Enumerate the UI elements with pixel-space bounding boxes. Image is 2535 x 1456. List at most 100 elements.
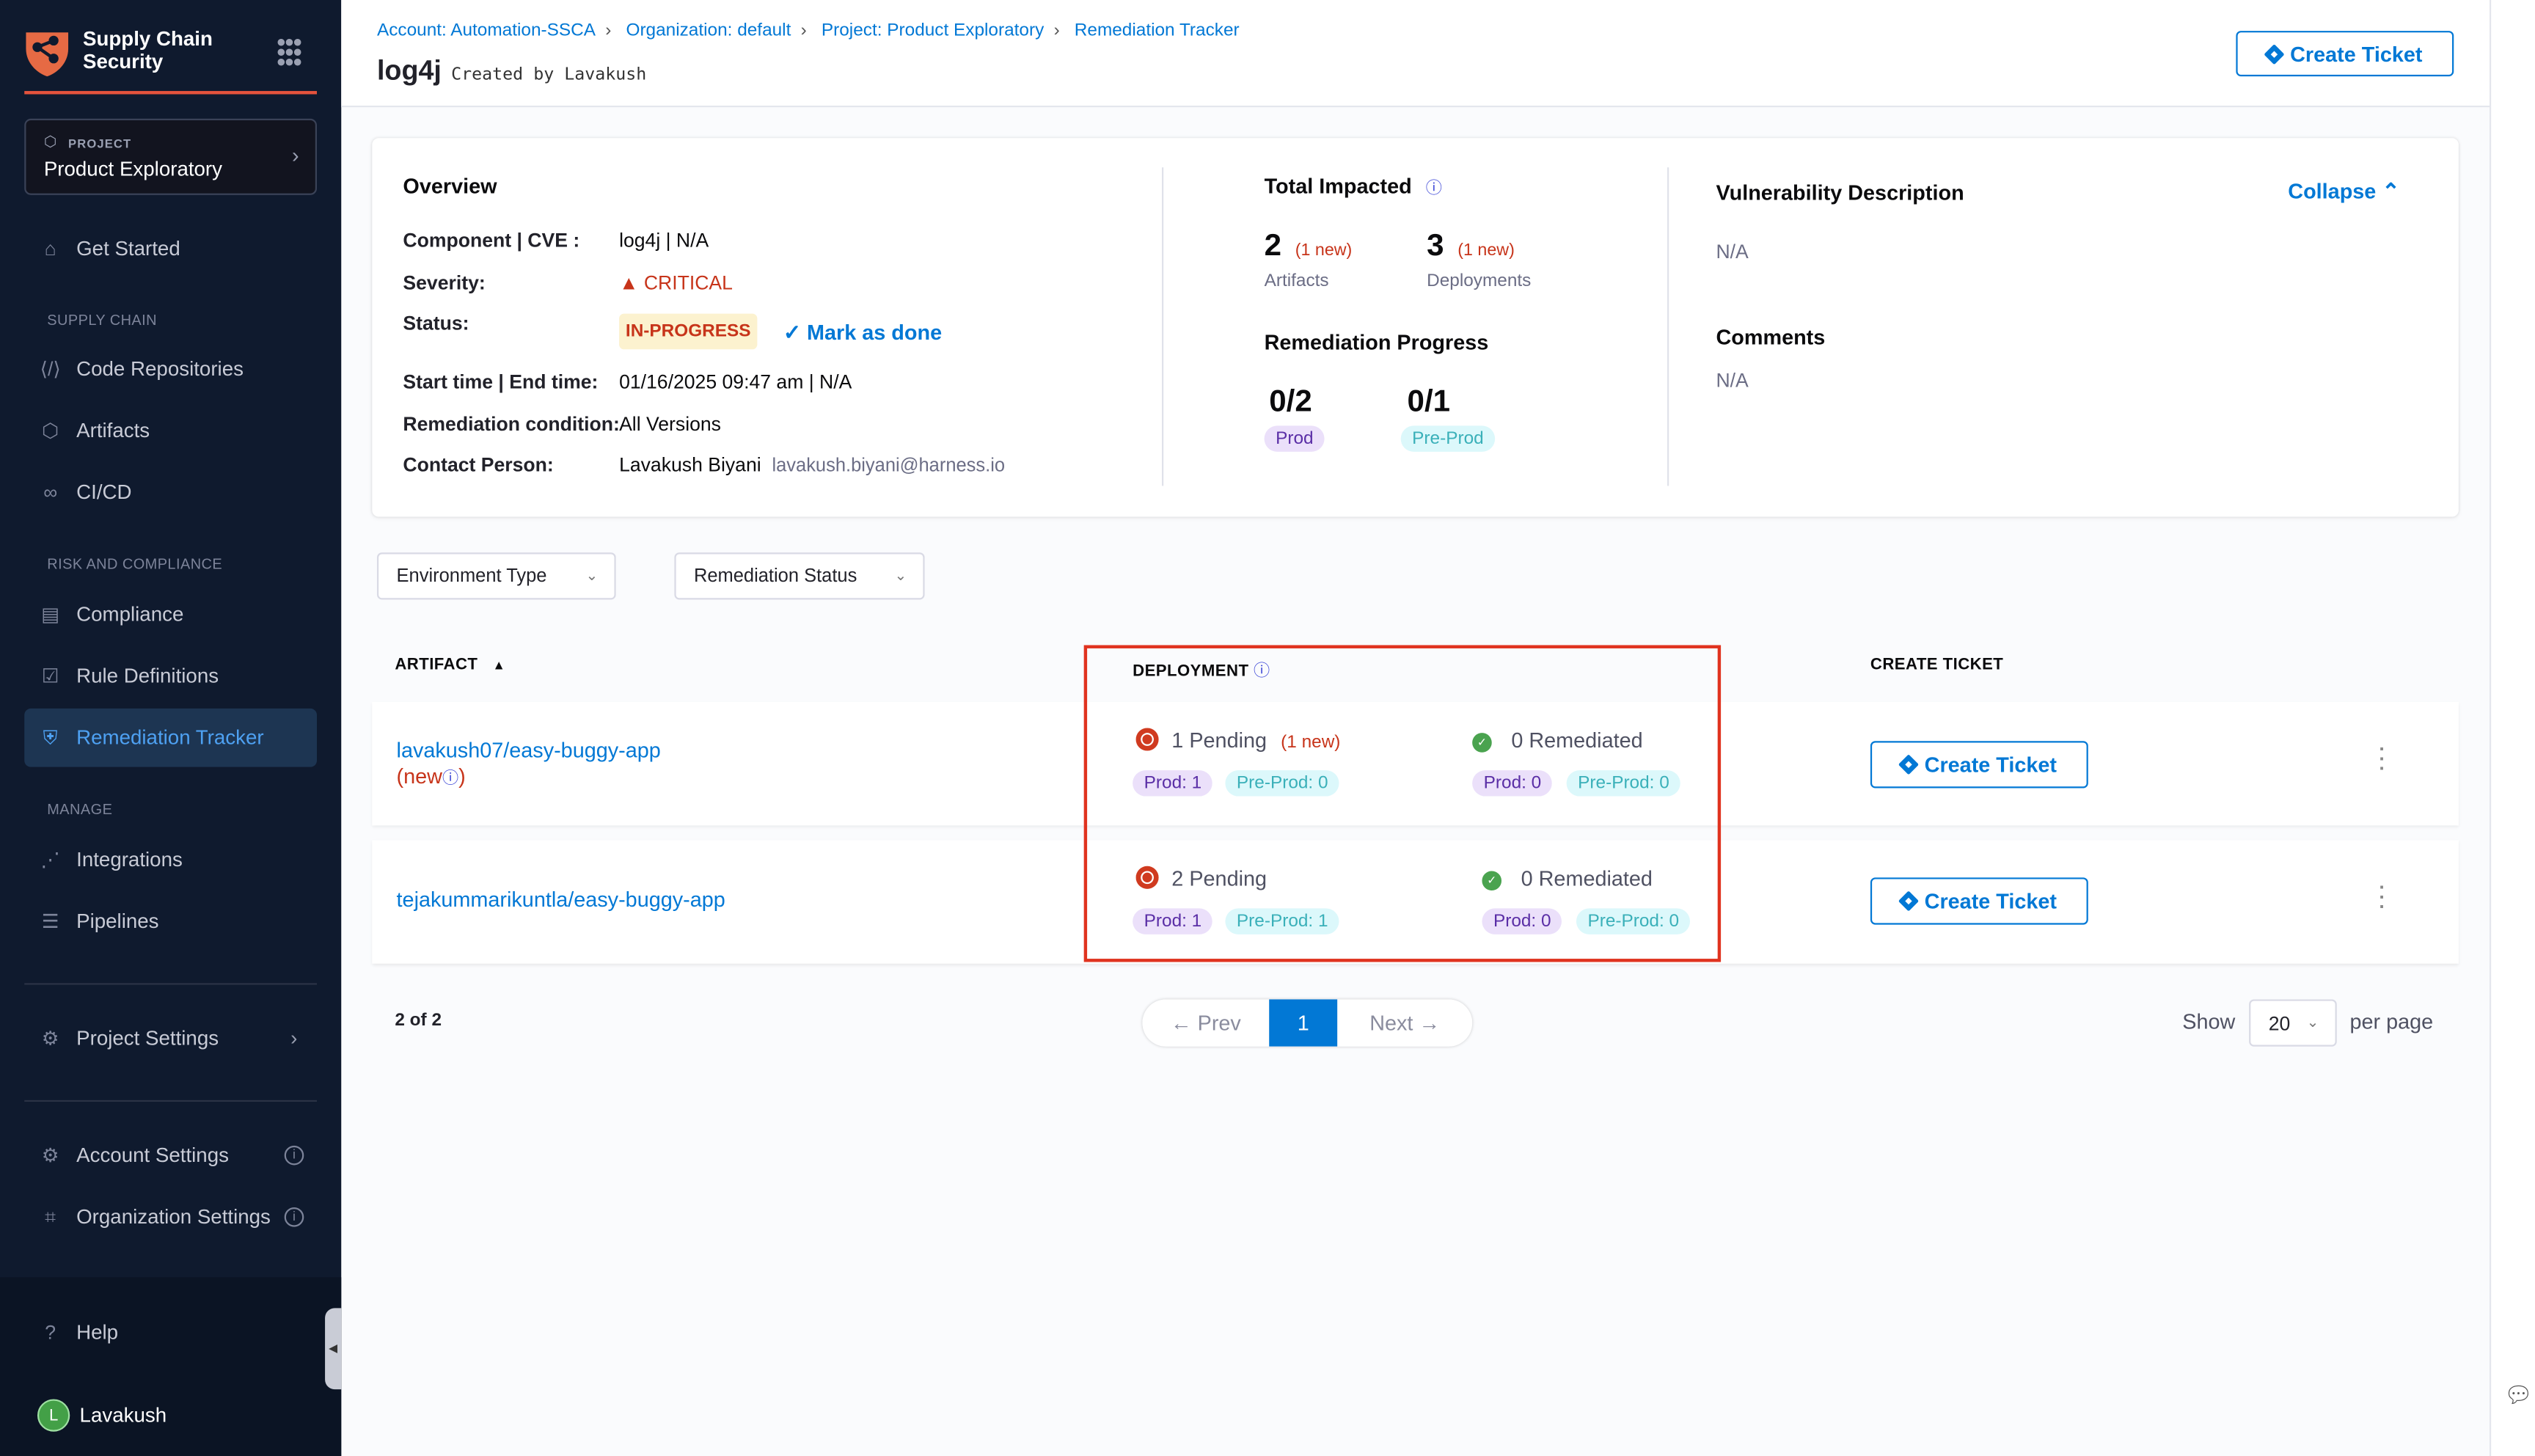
jira-diamond-icon <box>1898 890 1920 912</box>
box-icon: ⬡ <box>42 419 59 442</box>
contact-email[interactable]: lavakush.biyani@harness.io <box>772 456 1006 477</box>
avatar: L <box>37 1399 70 1432</box>
sidebar-item-rule-definitions[interactable]: ☑ Rule Definitions <box>24 647 317 706</box>
chevron-down-icon: ⌄ <box>894 567 907 584</box>
button-label: Collapse <box>2288 178 2377 203</box>
pending-preprod-badge: Pre-Prod: 1 <box>1225 908 1340 934</box>
remediation-shield-icon: ⛨ <box>43 725 58 749</box>
status-badge: IN-PROGRESS <box>619 313 758 350</box>
breadcrumb-organization[interactable]: Organization: default <box>626 21 791 41</box>
time-value: 01/16/2025 09:47 am | N/A <box>619 370 852 394</box>
account-settings-icon: ⚙ <box>41 1144 59 1167</box>
sidebar-item-organization-settings[interactable]: ⌗ Organization Settings i <box>24 1188 317 1246</box>
prev-page-button[interactable]: ← Prev <box>1142 999 1270 1047</box>
remediated-count: ✓ 0 Remediated <box>1482 866 1653 891</box>
preprod-progress: 0/1 <box>1407 385 1451 420</box>
sidebar-item-get-started[interactable]: ⌂ Get Started <box>24 219 317 278</box>
app-switcher-icon[interactable]: ●●● ●●● ●●● <box>276 34 303 72</box>
sidebar-item-cicd[interactable]: ∞ CI/CD <box>24 463 317 522</box>
info-icon[interactable]: ⓘ <box>442 770 459 789</box>
page-size-value: 20 <box>2268 1011 2291 1035</box>
show-label: Show <box>2182 1009 2236 1034</box>
breadcrumb-project[interactable]: Project: Product Exploratory <box>821 21 1045 41</box>
sidebar-item-compliance[interactable]: ▤ Compliance <box>24 585 317 644</box>
sidebar-item-remediation-tracker[interactable]: ⛨ Remediation Tracker <box>24 708 318 767</box>
mark-as-done-button[interactable]: ✓ Mark as done <box>783 320 942 345</box>
section-manage: MANAGE <box>47 801 113 818</box>
prod-badge: Prod <box>1264 425 1325 452</box>
info-icon[interactable]: ⓘ <box>1425 180 1442 199</box>
nav-label: Code Repositories <box>76 357 244 381</box>
pagination-summary: 2 of 2 <box>395 1010 442 1031</box>
collapse-sidebar-handle[interactable]: ◀ <box>325 1308 342 1390</box>
artifact-link[interactable]: tejakummarikuntla/easy-buggy-app <box>396 887 725 912</box>
prod-progress: 0/2 <box>1269 385 1312 420</box>
more-options-icon[interactable]: · · · <box>2379 876 2386 918</box>
create-ticket-button[interactable]: Create Ticket <box>2236 31 2454 77</box>
next-page-button[interactable]: Next → <box>1337 999 1473 1047</box>
chevron-up-icon: ⌃ <box>2382 178 2400 203</box>
remediation-progress-title: Remediation Progress <box>1264 329 1489 354</box>
severity-value: ▲ CRITICAL <box>619 271 733 294</box>
pending-preprod-badge: Pre-Prod: 0 <box>1225 770 1340 797</box>
sidebar-item-integrations[interactable]: ⋰ Integrations <box>24 830 317 889</box>
section-supply-chain: SUPPLY CHAIN <box>47 312 157 329</box>
count: 2 <box>1264 229 1282 263</box>
divider <box>1667 167 1669 486</box>
pending-prod-badge: Prod: 1 <box>1133 908 1213 934</box>
artifact-link[interactable]: lavakush07/easy-buggy-app <box>396 737 661 763</box>
comments-value: N/A <box>1716 368 1749 392</box>
right-rail: 💬︎ <box>2489 0 2535 1456</box>
more-options-icon[interactable]: · · · <box>2379 737 2386 780</box>
collapse-button[interactable]: Collapse ⌃ <box>2288 179 2399 205</box>
info-icon[interactable]: i <box>284 1207 304 1227</box>
check-icon: ✓ <box>783 320 801 345</box>
pending-count: 1 Pending (1 new) <box>1135 728 1340 753</box>
sidebar-item-account-settings[interactable]: ⚙ Account Settings i <box>24 1126 317 1185</box>
environment-type-dropdown[interactable]: Environment Type ⌄ <box>376 552 616 600</box>
sidebar-item-help[interactable]: ? Help <box>24 1303 317 1362</box>
sidebar-item-project-settings[interactable]: ⚙ Project Settings › <box>24 1009 317 1068</box>
title-text: log4j <box>376 55 442 87</box>
sidebar-item-artifacts[interactable]: ⬡ Artifacts <box>24 401 317 460</box>
new-text-close: ) <box>458 764 466 789</box>
nav-label: Pipelines <box>76 910 159 933</box>
sort-ascending-icon[interactable]: ▲ <box>492 658 506 673</box>
divider <box>1162 167 1164 486</box>
contact-name: Lavakush Biyani <box>619 453 761 477</box>
breadcrumb-account[interactable]: Account: Automation-SSCA <box>376 21 596 41</box>
document-icon: ▤ <box>41 602 60 626</box>
button-label: Create Ticket <box>1924 752 2057 777</box>
nav-label: Integrations <box>76 848 183 871</box>
row-create-ticket-button[interactable]: Create Ticket <box>1870 877 2088 925</box>
dropdown-label: Environment Type <box>396 566 547 586</box>
nav-label: Account Settings <box>76 1144 229 1167</box>
divider <box>24 983 318 985</box>
remediation-status-dropdown[interactable]: Remediation Status ⌄ <box>674 552 925 600</box>
clipboard-check-icon: ☑ <box>41 665 59 688</box>
project-label: PROJECT <box>68 136 132 152</box>
sidebar-item-pipelines[interactable]: ☰ Pipelines <box>24 892 317 951</box>
user-profile[interactable]: L Lavakush <box>24 1386 317 1445</box>
row-create-ticket-button[interactable]: Create Ticket <box>1870 741 2088 789</box>
contact-label: Contact Person: <box>403 453 554 477</box>
column-header-artifact[interactable]: ARTIFACT ▲ <box>395 656 505 674</box>
info-icon[interactable]: i <box>284 1145 304 1166</box>
project-selector[interactable]: ⬡ PROJECT Product Exploratory › <box>24 118 318 195</box>
breadcrumb-remediation-tracker[interactable]: Remediation Tracker <box>1074 21 1240 41</box>
time-label: Start time | End time: <box>403 370 599 394</box>
supply-chain-logo-icon <box>26 32 69 77</box>
button-label: Create Ticket <box>2290 41 2423 66</box>
page-1-button[interactable]: 1 <box>1269 999 1338 1047</box>
pending-count: 2 Pending <box>1135 866 1267 890</box>
sidebar-item-code-repositories[interactable]: ⟨/⟩ Code Repositories <box>24 340 317 398</box>
nav-label: Help <box>76 1321 119 1345</box>
vulnerability-description-title: Vulnerability Description <box>1716 180 1964 205</box>
header-label: DEPLOYMENT <box>1133 662 1249 681</box>
chat-bubble-icon[interactable]: 💬︎ <box>2503 1381 2534 1408</box>
brand-divider <box>24 91 318 95</box>
description-value: N/A <box>1716 240 1749 263</box>
help-chat-icon: ? <box>45 1321 56 1345</box>
page-size-select[interactable]: 20 ⌄ <box>2249 999 2337 1047</box>
info-icon[interactable]: ⓘ <box>1254 662 1270 681</box>
